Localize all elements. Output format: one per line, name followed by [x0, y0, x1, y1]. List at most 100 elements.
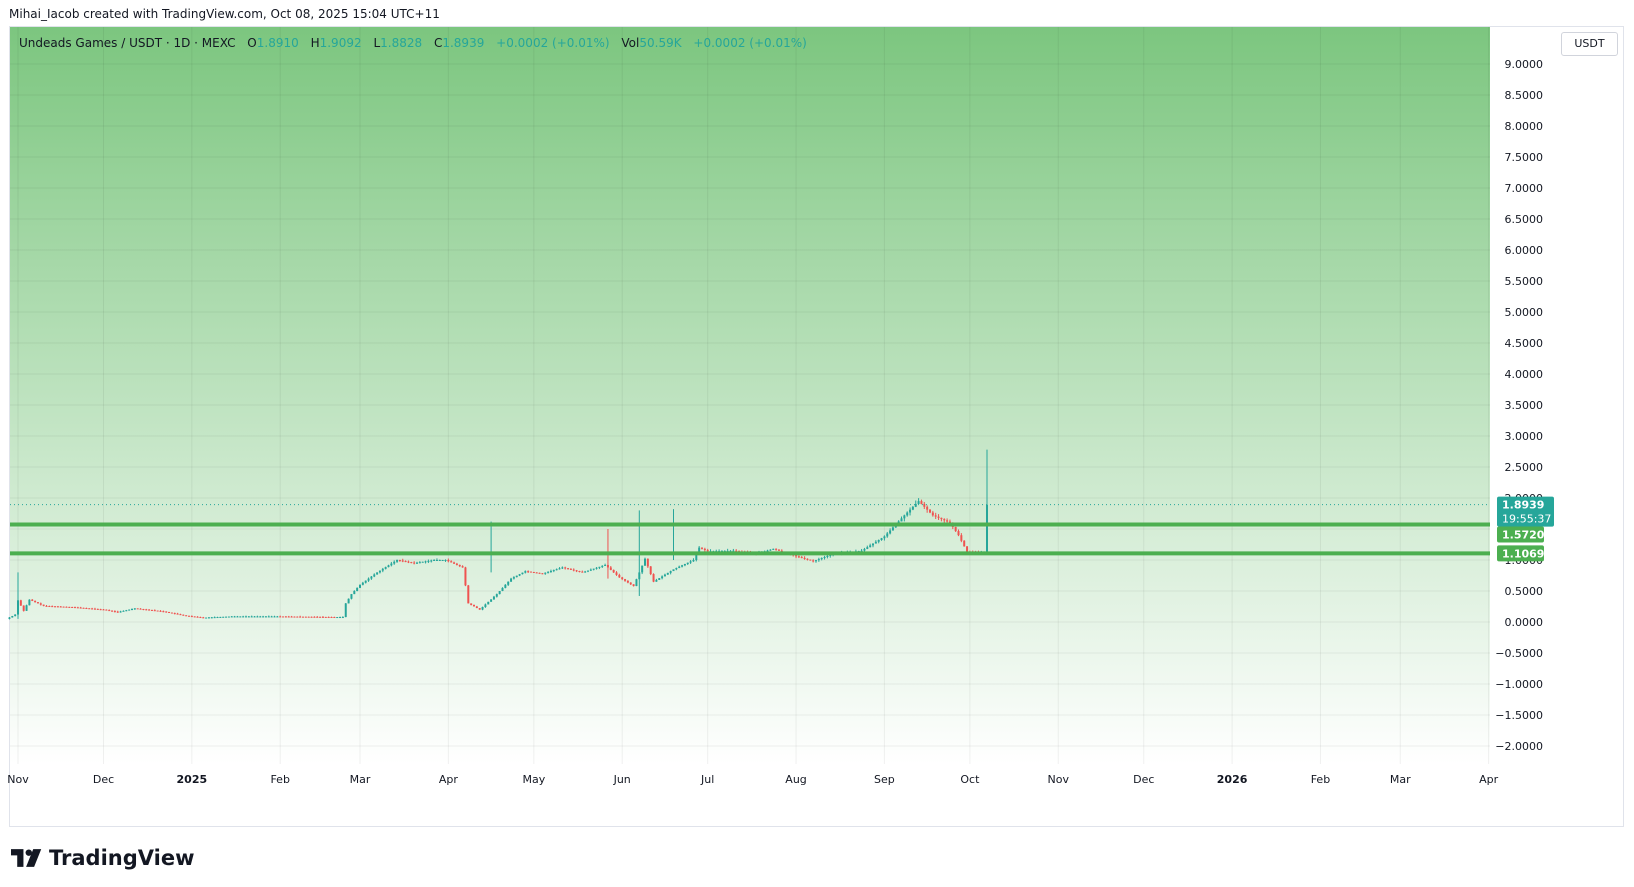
chart-legend[interactable]: Undeads Games / USDT · 1D · MEXC O1.8910… [19, 36, 807, 50]
candle-body [940, 517, 943, 520]
candle-body [162, 611, 165, 613]
level-price-badge[interactable] [1497, 545, 1544, 562]
candle-body [302, 616, 304, 618]
candle-body [606, 564, 609, 568]
candle-body [692, 560, 695, 562]
candle-body [79, 607, 82, 609]
candle-body [689, 561, 692, 563]
candle-body [259, 616, 262, 618]
candle-body [438, 560, 441, 561]
y-axis-tick-label: 9.0000 [1505, 58, 1544, 71]
candle-body [515, 575, 518, 578]
y-axis-tick-label: 4.0000 [1505, 368, 1544, 381]
candle-body [701, 547, 703, 549]
candle-body [418, 562, 421, 564]
candle-body [150, 609, 153, 611]
candle-body [891, 527, 894, 531]
candle-body [145, 609, 148, 611]
candle-body [572, 569, 575, 571]
candle-body [287, 616, 290, 618]
candle-body [39, 603, 42, 605]
candle-body [587, 570, 589, 572]
candle-body [56, 606, 59, 608]
candle-body [139, 608, 142, 610]
x-axis-tick-label: Feb [1311, 773, 1330, 786]
candle-body [262, 616, 265, 618]
candle-body [59, 606, 62, 608]
candle-body [769, 549, 772, 551]
x-axis-tick-label: Oct [960, 773, 980, 786]
candle-body [96, 608, 99, 610]
candle-body [216, 617, 219, 619]
candle-body [17, 600, 19, 615]
candle-body [655, 579, 658, 582]
candle-body [826, 555, 829, 557]
candle-body [279, 616, 282, 618]
last-price-label: 1.8939 [1502, 499, 1544, 512]
currency-button[interactable]: USDT [1561, 32, 1618, 56]
level-price-label: 1.1069 [1502, 547, 1544, 560]
candle-body [367, 578, 370, 581]
candle-body [282, 616, 285, 618]
candle-body [866, 547, 869, 549]
candle-body [487, 601, 490, 605]
candle-body [703, 548, 706, 551]
candle-body [504, 584, 507, 588]
candle-body [698, 547, 701, 554]
candle-body [133, 608, 136, 610]
candle-body [430, 560, 433, 562]
candle-body [296, 616, 299, 618]
y-axis-tick-label: 7.5000 [1505, 151, 1544, 164]
candle-body [25, 605, 28, 611]
candle-body [541, 573, 544, 575]
candle-body [555, 569, 558, 571]
level-price-label: 1.5720 [1502, 529, 1545, 542]
candle-body [917, 501, 920, 504]
candle-body [501, 587, 504, 591]
candle-body [903, 515, 906, 519]
candle-body [173, 613, 176, 615]
candle-body [31, 599, 34, 601]
y-axis-tick-label: 5.5000 [1505, 275, 1544, 288]
x-axis-tick-label: Dec [1133, 773, 1154, 786]
x-axis-tick-label: 2025 [177, 773, 208, 786]
candle-body [324, 616, 327, 618]
candle-body [416, 562, 418, 564]
candle-body [644, 558, 646, 566]
candle-body [410, 562, 413, 564]
candle-body [777, 549, 780, 551]
last-price-badge[interactable] [1497, 496, 1554, 527]
candle-body [304, 616, 307, 618]
candle-body [934, 515, 937, 517]
level-price-badge[interactable] [1497, 526, 1544, 543]
candle-body [518, 574, 521, 576]
candle-body [686, 562, 689, 564]
tradingview-logo[interactable]: TradingView [11, 846, 194, 870]
candle-body [678, 566, 681, 568]
candle-body [165, 611, 168, 613]
candle-body [179, 614, 182, 616]
candle-body [695, 553, 698, 560]
candle-body [726, 550, 729, 552]
candle-body [578, 570, 581, 572]
candle-body [435, 560, 438, 561]
candle-body [538, 572, 541, 574]
chart-frame[interactable] [9, 26, 1624, 827]
volume-change-value: +0.0002 (+0.01%) [693, 36, 807, 50]
symbol-title[interactable]: Undeads Games / USDT · 1D · MEXC [19, 36, 236, 50]
candle-body [193, 616, 196, 618]
candle-body [512, 577, 515, 579]
candle-body [188, 615, 190, 617]
candle-body [795, 555, 798, 557]
candle-body [330, 616, 333, 618]
candle-body [963, 540, 966, 547]
candle-body [669, 571, 672, 573]
candle-body [34, 600, 37, 603]
candle-body [93, 608, 96, 610]
x-axis-tick-label: Mar [1390, 773, 1411, 786]
y-axis-tick-label: 5.0000 [1505, 306, 1544, 319]
candle-body [960, 535, 963, 541]
candle-body [564, 567, 567, 569]
candle-body [113, 611, 116, 613]
